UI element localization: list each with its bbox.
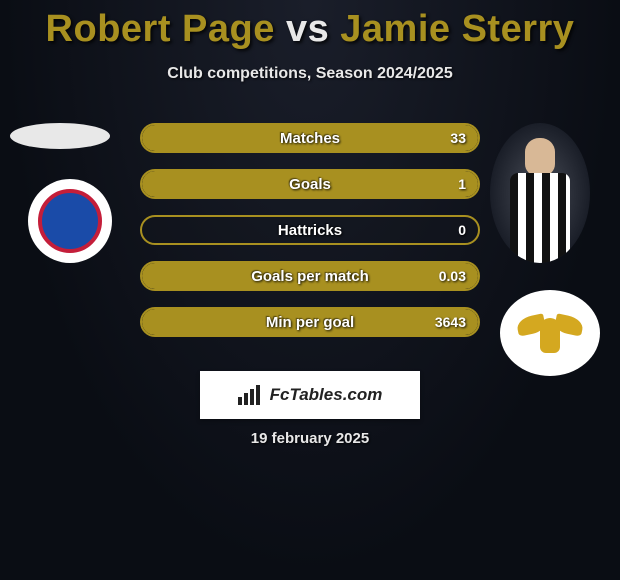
brand-box[interactable]: FcTables.com	[200, 371, 420, 419]
title-player1: Robert Page	[46, 8, 275, 50]
date-label: 19 february 2025	[0, 430, 620, 447]
stat-label: Goals	[289, 176, 331, 193]
stat-value-right: 0	[458, 222, 466, 238]
chesterfield-badge-icon	[38, 189, 102, 253]
stat-label: Goals per match	[251, 268, 369, 285]
bar-chart-icon	[238, 385, 264, 405]
stat-row-mpg: Min per goal 3643	[140, 307, 480, 337]
club-badge-left	[28, 179, 112, 263]
brand-text: FcTables.com	[270, 385, 383, 405]
player-right-photo	[490, 123, 590, 263]
stat-label: Hattricks	[278, 222, 342, 239]
title-player2: Jamie Sterry	[340, 8, 574, 50]
stat-value-right: 3643	[435, 314, 466, 330]
doncaster-eagle-icon	[515, 308, 585, 358]
subtitle: Club competitions, Season 2024/2025	[0, 65, 620, 83]
stat-row-matches: Matches 33	[140, 123, 480, 153]
stat-row-hattricks: Hattricks 0	[140, 215, 480, 245]
stat-value-right: 33	[450, 130, 466, 146]
stat-label: Min per goal	[266, 314, 354, 331]
club-badge-right	[500, 290, 600, 376]
stat-row-gpm: Goals per match 0.03	[140, 261, 480, 291]
stat-value-right: 0.03	[439, 268, 466, 284]
stats-panel: Matches 33 Goals 1 Hattricks 0 Goals per…	[140, 123, 480, 353]
page-title: Robert Page vs Jamie Sterry	[0, 0, 620, 51]
title-vs: vs	[286, 8, 329, 50]
stat-label: Matches	[280, 130, 340, 147]
stat-value-right: 1	[458, 176, 466, 192]
stat-row-goals: Goals 1	[140, 169, 480, 199]
player-left-silhouette	[10, 123, 110, 149]
